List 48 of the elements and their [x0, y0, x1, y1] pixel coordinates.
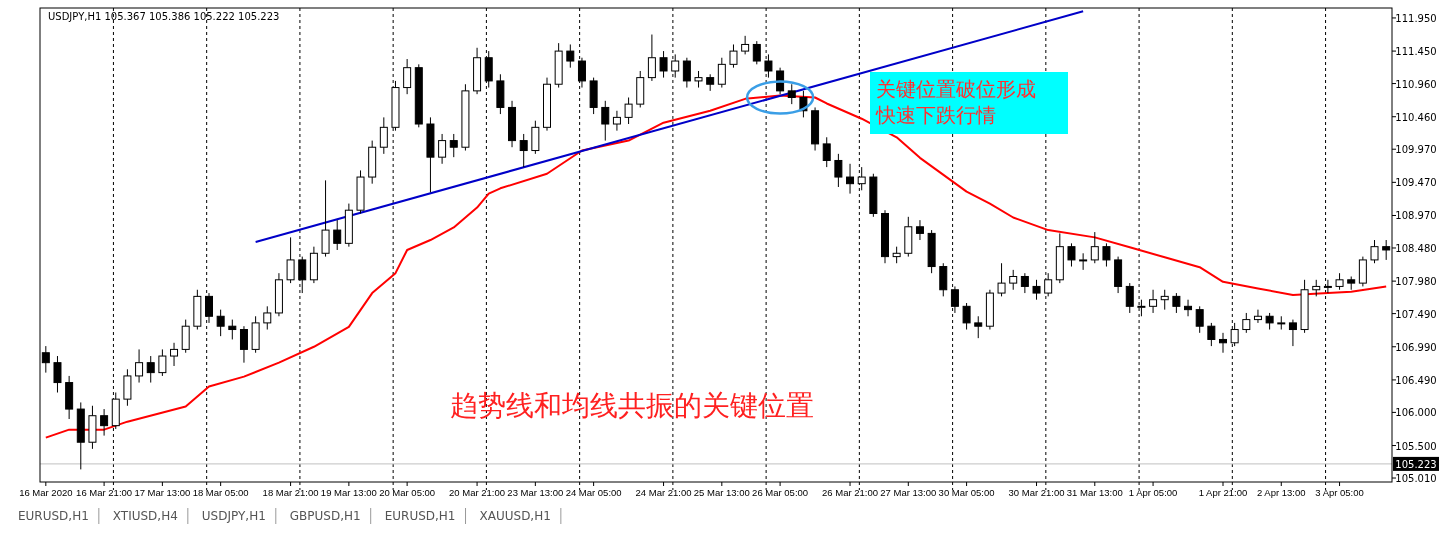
ref-line-label: 105.223 — [1395, 458, 1437, 470]
y-tick-label: 109.470 — [1395, 177, 1437, 189]
x-tick-label: 25 Mar 13:00 — [693, 487, 750, 498]
x-tick-label: 30 Mar 05:00 — [938, 487, 995, 498]
y-tick-label: 106.000 — [1395, 407, 1437, 419]
annotation: 趋势线和均线共振的关键位置 — [450, 389, 814, 422]
y-tick-label: 107.980 — [1395, 276, 1437, 288]
y-tick-label: 111.950 — [1395, 12, 1437, 24]
x-tick-label: 20 Mar 21:00 — [449, 487, 506, 498]
y-tick-label: 106.490 — [1395, 374, 1437, 386]
x-tick-label: 20 Mar 05:00 — [379, 487, 436, 498]
y-tick-label: 105.010 — [1395, 473, 1437, 485]
y-tick-label: 108.970 — [1395, 210, 1437, 222]
x-tick-label: 23 Mar 13:00 — [507, 487, 564, 498]
text: GBPUSD,H1 — [289, 509, 361, 523]
x-tick-label: 30 Mar 21:00 — [1008, 487, 1065, 498]
x-tick-label: 1 Apr 05:00 — [1128, 487, 1178, 498]
x-tick-label: 31 Mar 13:00 — [1066, 487, 1123, 498]
x-tick-label: 18 Mar 21:00 — [262, 487, 319, 498]
x-tick-label: 3 Apr 05:00 — [1315, 487, 1364, 498]
annotation: 关键位置破位形成快速下跌行情 — [875, 77, 1036, 127]
x-tick-label: 26 Mar 21:00 — [822, 487, 879, 498]
chart-title: USDJPY,H1 105.367 105.386 105.222 105.223 — [48, 11, 280, 22]
x-tick-label: 27 Mar 13:00 — [880, 487, 937, 498]
x-tick-label: 24 Mar 21:00 — [635, 487, 692, 498]
x-tick-label: 16 Mar 21:00 — [76, 487, 133, 498]
y-tick-label: 110.460 — [1395, 111, 1437, 123]
x-tick-label: 26 Mar 05:00 — [752, 487, 809, 498]
y-tick-label: 106.990 — [1395, 341, 1437, 353]
y-tick-label: 109.970 — [1395, 144, 1437, 156]
x-tick-label: 17 Mar 13:00 — [134, 487, 191, 498]
x-tick-label: 24 Mar 05:00 — [565, 487, 622, 498]
x-tick-label: 16 Mar 2020 — [19, 487, 73, 498]
text: USDJPY,H1 — [201, 509, 266, 523]
y-tick-label: 111.450 — [1395, 46, 1437, 58]
x-tick-label: 1 Apr 21:00 — [1198, 487, 1248, 498]
y-tick-label: 110.960 — [1395, 78, 1437, 90]
x-tick-label: 18 Mar 05:00 — [192, 487, 249, 498]
text: XTIUSD,H4 — [112, 509, 178, 523]
text: EURUSD,H1 — [18, 509, 89, 523]
text: XAUUSD,H1 — [479, 509, 551, 523]
text: EURUSD,H1 — [384, 509, 456, 523]
note-box: 关键位置破位形成快速下跌行情 — [870, 72, 1068, 134]
x-tick-label: 19 Mar 13:00 — [320, 487, 377, 498]
y-tick-label: 108.480 — [1395, 242, 1437, 254]
x-tick-label: 2 Apr 13:00 — [1256, 487, 1306, 498]
y-tick-label: 105.500 — [1395, 440, 1437, 452]
y-tick-label: 107.490 — [1395, 308, 1437, 320]
